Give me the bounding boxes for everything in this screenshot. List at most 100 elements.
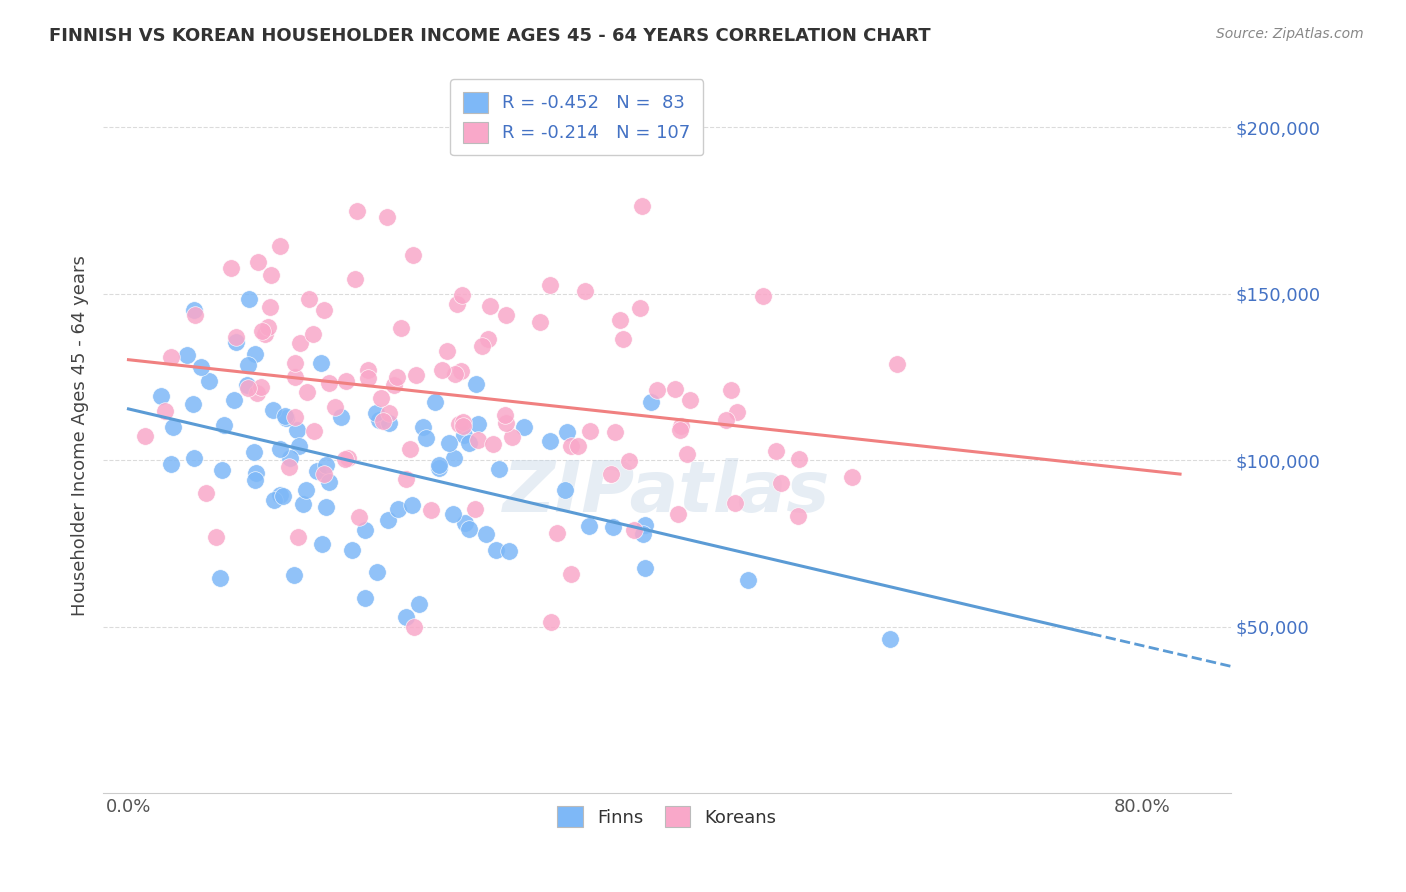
Point xyxy=(246,386,269,401)
Point xyxy=(886,357,908,371)
Point xyxy=(485,543,508,558)
Point xyxy=(770,476,793,491)
Point xyxy=(602,519,624,533)
Point xyxy=(294,483,316,497)
Point xyxy=(364,406,387,420)
Point xyxy=(412,420,434,434)
Point xyxy=(378,406,401,420)
Point xyxy=(309,356,332,370)
Point xyxy=(285,423,308,437)
Point xyxy=(315,458,337,472)
Point xyxy=(599,467,621,482)
Point xyxy=(257,320,280,334)
Point xyxy=(415,431,437,445)
Point xyxy=(250,380,273,394)
Point xyxy=(617,453,640,467)
Point xyxy=(269,238,291,252)
Point xyxy=(453,516,475,530)
Point xyxy=(669,424,692,438)
Point xyxy=(155,404,177,418)
Point xyxy=(574,285,596,299)
Point xyxy=(349,510,371,524)
Point xyxy=(787,509,810,524)
Point xyxy=(344,271,367,285)
Point xyxy=(337,450,360,465)
Point xyxy=(295,384,318,399)
Point xyxy=(302,424,325,438)
Point xyxy=(666,508,689,522)
Point xyxy=(366,565,388,579)
Point xyxy=(333,452,356,467)
Point xyxy=(271,489,294,503)
Point xyxy=(467,417,489,432)
Point xyxy=(284,370,307,384)
Point xyxy=(211,463,233,477)
Point xyxy=(385,369,408,384)
Point xyxy=(724,496,747,510)
Point xyxy=(450,364,472,378)
Point xyxy=(287,530,309,544)
Point xyxy=(471,339,494,353)
Point xyxy=(314,302,336,317)
Point xyxy=(664,382,686,396)
Point xyxy=(389,320,412,334)
Point xyxy=(437,436,460,450)
Point xyxy=(609,313,631,327)
Point xyxy=(475,527,498,541)
Point xyxy=(451,415,474,429)
Point xyxy=(765,443,787,458)
Point xyxy=(752,289,775,303)
Point xyxy=(208,571,231,585)
Point xyxy=(446,297,468,311)
Point xyxy=(540,615,562,629)
Point xyxy=(427,460,450,475)
Point xyxy=(181,397,204,411)
Point xyxy=(238,293,260,307)
Point xyxy=(162,420,184,434)
Point xyxy=(262,403,284,417)
Point xyxy=(246,255,269,269)
Point xyxy=(623,523,645,537)
Point xyxy=(423,394,446,409)
Point xyxy=(353,591,375,606)
Point xyxy=(453,428,475,442)
Point xyxy=(634,561,657,575)
Point xyxy=(323,400,346,414)
Point xyxy=(640,395,662,409)
Point xyxy=(555,425,578,439)
Point xyxy=(449,417,471,431)
Point xyxy=(579,425,602,439)
Point xyxy=(292,497,315,511)
Point xyxy=(554,483,576,498)
Point xyxy=(330,409,353,424)
Point xyxy=(495,416,517,430)
Point xyxy=(260,268,283,283)
Point xyxy=(283,568,305,582)
Point xyxy=(457,522,479,536)
Point xyxy=(671,419,693,434)
Point xyxy=(176,348,198,362)
Text: FINNISH VS KOREAN HOUSEHOLDER INCOME AGES 45 - 64 YEARS CORRELATION CHART: FINNISH VS KOREAN HOUSEHOLDER INCOME AGE… xyxy=(49,27,931,45)
Point xyxy=(634,518,657,533)
Point xyxy=(134,429,156,443)
Point xyxy=(498,544,520,558)
Point xyxy=(357,363,380,377)
Point xyxy=(315,500,337,514)
Point xyxy=(243,474,266,488)
Text: ZIPatlas: ZIPatlas xyxy=(503,458,831,527)
Point xyxy=(356,371,378,385)
Point xyxy=(467,433,489,447)
Point xyxy=(184,308,207,322)
Point xyxy=(387,501,409,516)
Point xyxy=(311,537,333,551)
Point xyxy=(430,363,453,377)
Point xyxy=(612,332,634,346)
Point xyxy=(269,442,291,457)
Point xyxy=(443,451,465,466)
Point xyxy=(879,632,901,647)
Point xyxy=(198,374,221,388)
Point xyxy=(481,436,503,450)
Point xyxy=(494,409,516,423)
Point xyxy=(205,530,228,544)
Point xyxy=(477,332,499,346)
